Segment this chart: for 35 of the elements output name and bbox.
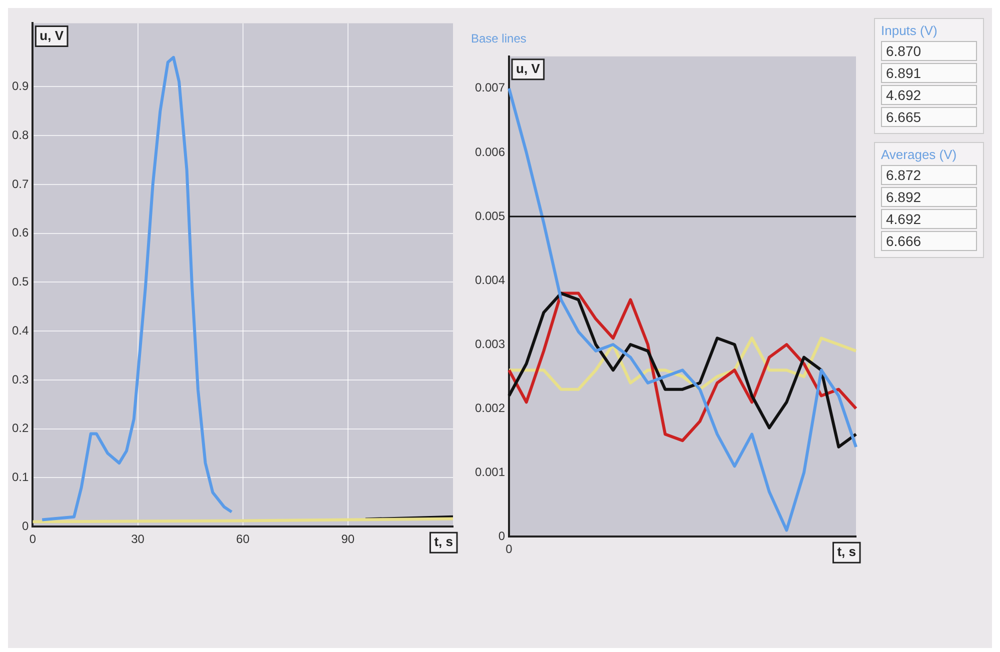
text: 6.870 [881, 41, 977, 61]
y-axis-title: u, V [516, 60, 540, 76]
text: 6.872 [881, 165, 977, 185]
x-axis-title: t, s [837, 544, 856, 560]
y-tick-label: 0.1 [12, 470, 29, 484]
text: 6.892 [881, 187, 977, 207]
y-tick-label: 0.007 [475, 80, 506, 95]
x-tick-label: 30 [131, 532, 145, 546]
y-tick-label: 0 [22, 518, 29, 533]
y-tick-label: 0.005 [475, 208, 506, 223]
text: 6.891 [881, 63, 977, 83]
y-tick-label: 0.004 [475, 272, 506, 287]
chart-title: Base lines [471, 32, 526, 46]
y-tick-label: 0.001 [475, 464, 506, 479]
text: Averages (V) [881, 147, 958, 162]
y-tick-label: 0.006 [475, 144, 506, 159]
y-tick-label: 0.6 [12, 226, 29, 240]
y-tick-label: 0.2 [12, 421, 29, 436]
x-axis-title: t, s [434, 534, 454, 550]
text: Inputs (V) [881, 23, 938, 38]
y-axis-title: u, V [40, 28, 64, 43]
y-tick-label: 0.002 [475, 400, 506, 415]
text: 4.692 [881, 85, 977, 105]
y-tick-label: 0.5 [12, 274, 29, 289]
y-tick-label: 0.4 [12, 323, 29, 338]
y-tick-label: 0.9 [12, 79, 29, 94]
x-tick-label: 60 [236, 532, 250, 546]
y-tick-label: 0.7 [12, 176, 29, 191]
y-tick-label: 0.8 [12, 128, 29, 142]
text: 4.692 [881, 209, 977, 229]
y-tick-label: 0.003 [475, 336, 506, 351]
text: 6.666 [881, 231, 977, 251]
x-tick-label: 90 [341, 532, 355, 546]
y-tick-label: 0.3 [12, 372, 29, 386]
text: 6.665 [881, 107, 977, 127]
